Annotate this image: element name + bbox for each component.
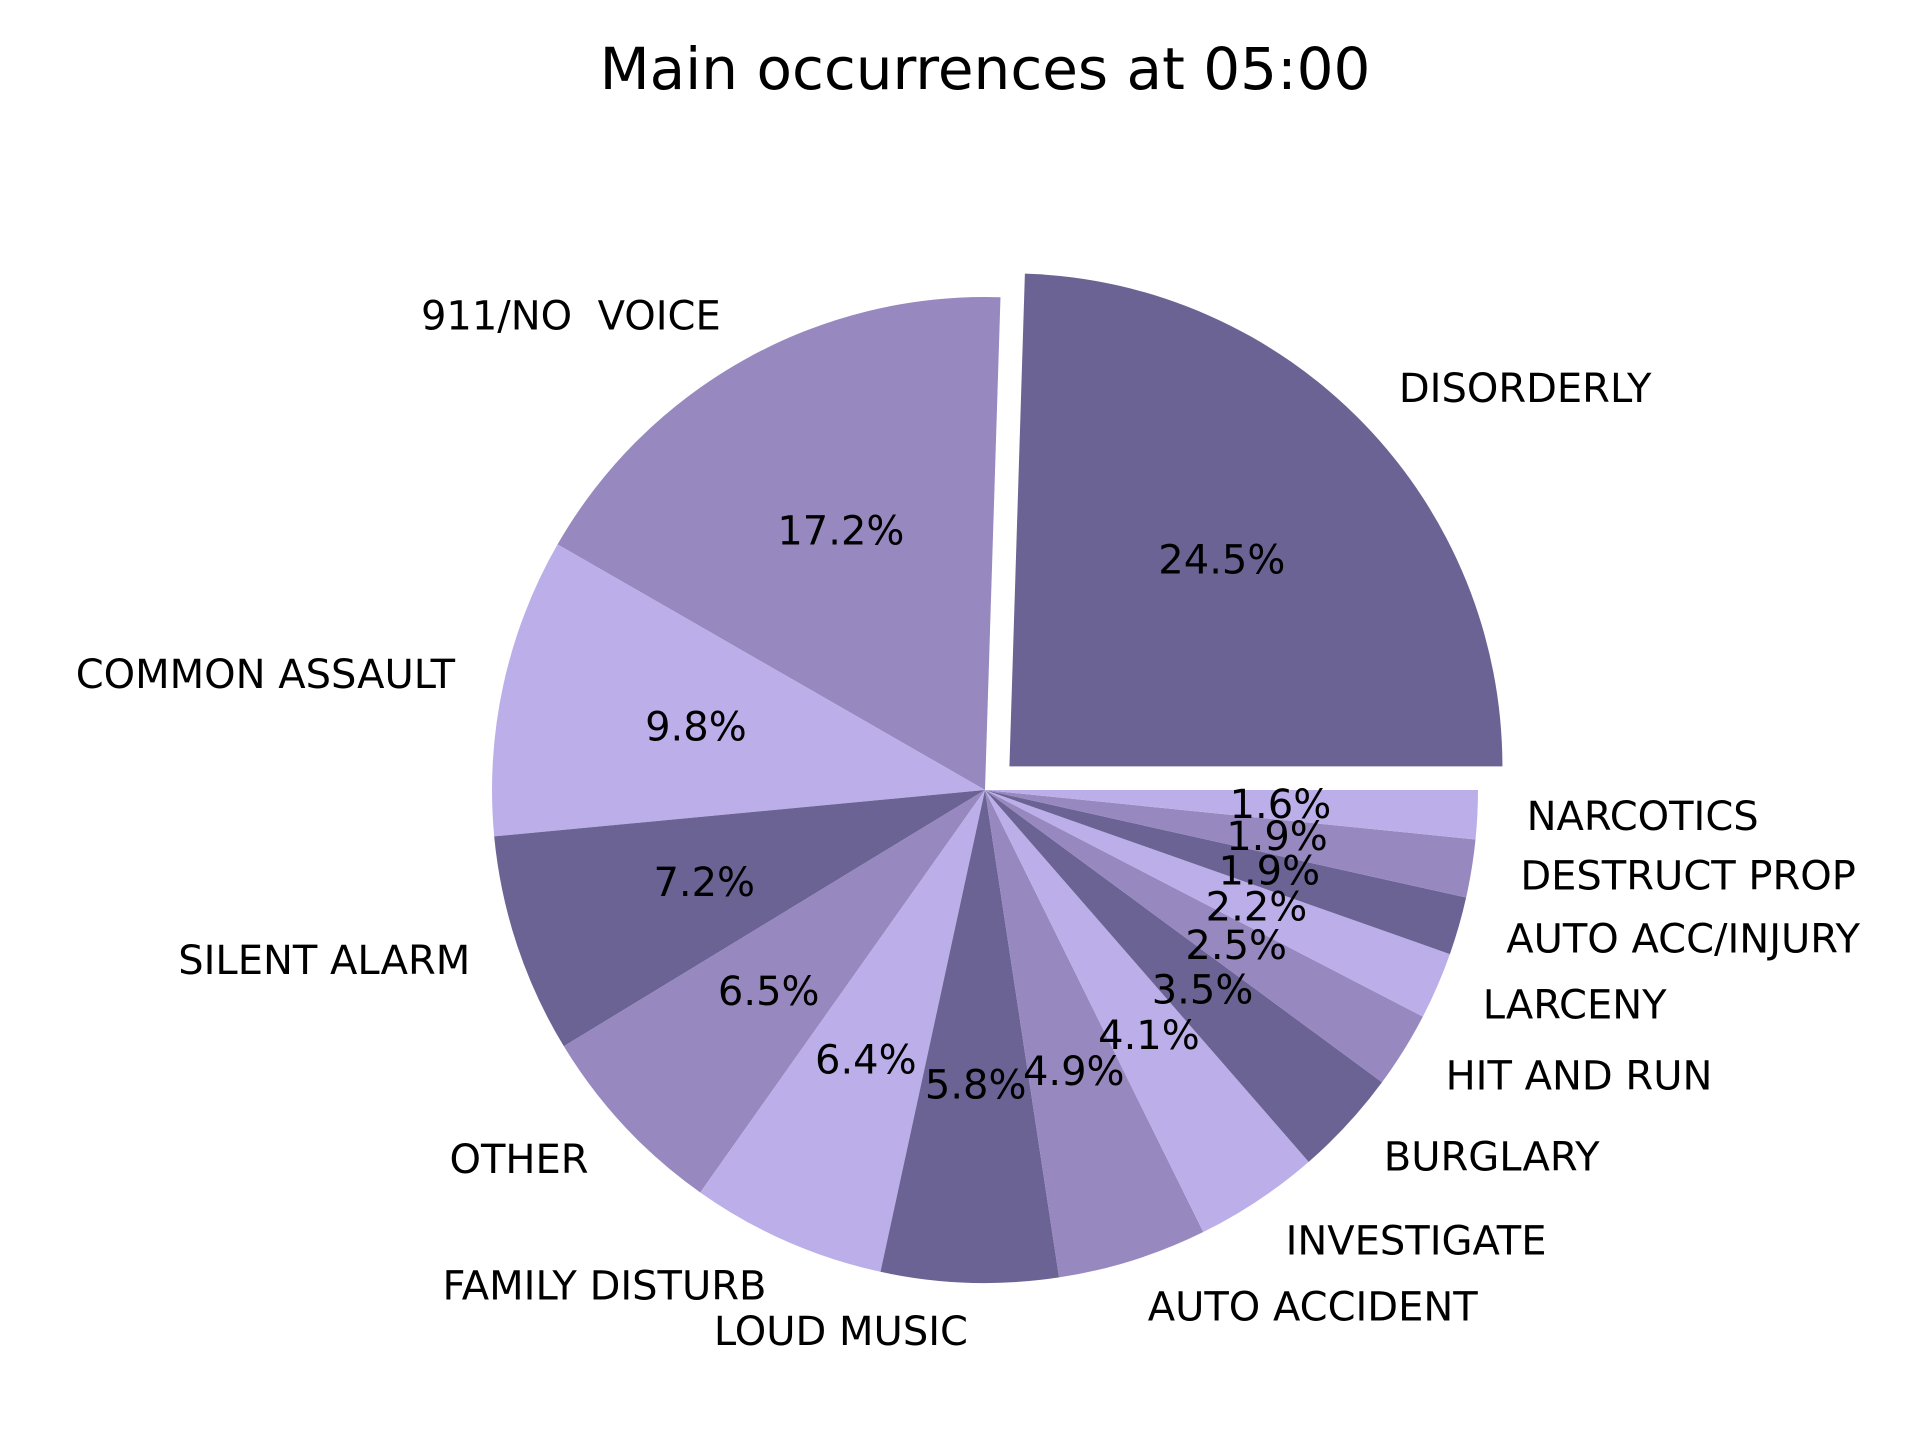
category-label-investigate: INVESTIGATE bbox=[1286, 1218, 1547, 1264]
category-label-hit-and-run: HIT AND RUN bbox=[1446, 1053, 1713, 1099]
category-label-911-no-voice: 911/NO VOICE bbox=[421, 293, 721, 339]
pct-label-burglary: 3.5% bbox=[1152, 967, 1254, 1013]
pie-slice-auto-accident bbox=[985, 790, 1204, 1278]
category-label-auto-acc-injury: AUTO ACC/INJURY bbox=[1506, 917, 1860, 963]
pie-slice-common-assault bbox=[491, 544, 985, 837]
pie-slice-family-disturb bbox=[700, 790, 985, 1272]
category-label-other: OTHER bbox=[449, 1137, 588, 1183]
pct-label-911-no-voice: 17.2% bbox=[777, 509, 904, 555]
pct-label-loud-music: 5.8% bbox=[925, 1063, 1027, 1109]
category-label-destruct-prop: DESTRUCT PROP bbox=[1520, 854, 1856, 900]
pie-slice-larceny bbox=[985, 790, 1450, 1017]
pct-label-other: 6.5% bbox=[718, 969, 820, 1015]
pie-slice-loud-music bbox=[880, 790, 1060, 1283]
pie-slice-disorderly bbox=[1009, 273, 1503, 767]
pct-label-larceny: 2.2% bbox=[1206, 884, 1308, 930]
pct-label-family-disturb: 6.4% bbox=[815, 1038, 917, 1084]
pie-slice-auto-acc-injury bbox=[985, 790, 1467, 955]
pie-slice-hit-and-run bbox=[985, 790, 1423, 1083]
pct-label-silent-alarm: 7.2% bbox=[653, 860, 755, 906]
pie-slice-destruct-prop bbox=[985, 790, 1476, 898]
pct-label-disorderly: 24.5% bbox=[1158, 537, 1285, 583]
pie-slice-narcotics bbox=[985, 790, 1478, 840]
percent-labels: 24.5% 17.2% 9.8% 7.2% 6.5% 6.4%5.8%4.9%4.1%3.… bbox=[645, 509, 1331, 1109]
chart-title: Main occurrences at 05:00 bbox=[600, 35, 1371, 103]
pct-label-narcotics: 1.6% bbox=[1230, 782, 1332, 828]
category-label-family-disturb: FAMILY DISTURB bbox=[442, 1263, 766, 1309]
pct-label-auto-acc-injury: 1.9% bbox=[1219, 849, 1321, 895]
category-labels: DISORDERLY 911/NO VOICE COMMON ASSAULT SILE… bbox=[76, 293, 1861, 1355]
pct-label-common-assault: 9.8% bbox=[645, 704, 747, 750]
pie-slice-other bbox=[563, 790, 985, 1193]
pct-label-destruct-prop: 1.9% bbox=[1226, 814, 1328, 860]
pie-slice-investigate bbox=[985, 790, 1309, 1233]
pie-slice-911-no-voice bbox=[557, 297, 1001, 790]
category-label-disorderly: DISORDERLY bbox=[1399, 366, 1652, 412]
pie-slice-silent-alarm bbox=[494, 790, 985, 1047]
category-label-common-assault: COMMON ASSAULT bbox=[76, 652, 456, 698]
category-label-loud-music: LOUD MUSIC bbox=[714, 1309, 968, 1355]
pct-label-auto-accident: 4.9% bbox=[1023, 1049, 1125, 1095]
category-label-auto-accident: AUTO ACCIDENT bbox=[1148, 1284, 1479, 1330]
pie-slice-burglary bbox=[985, 790, 1383, 1162]
pie-slices bbox=[491, 273, 1503, 1283]
category-label-larceny: LARCENY bbox=[1483, 982, 1667, 1028]
category-label-burglary: BURGLARY bbox=[1384, 1134, 1600, 1180]
category-label-silent-alarm: SILENT ALARM bbox=[178, 938, 470, 984]
category-label-narcotics: NARCOTICS bbox=[1527, 794, 1759, 840]
pct-label-hit-and-run: 2.5% bbox=[1185, 923, 1287, 969]
pct-label-investigate: 4.1% bbox=[1098, 1013, 1200, 1059]
